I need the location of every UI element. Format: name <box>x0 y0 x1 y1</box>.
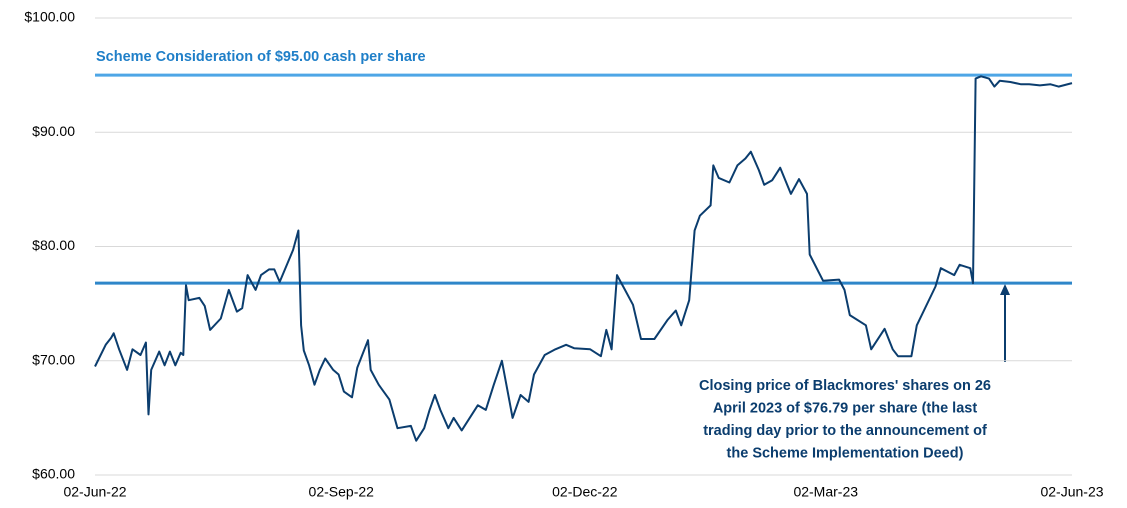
annotation-text: Closing price of Blackmores' shares on 2… <box>699 378 991 394</box>
reference-label: Scheme Consideration of $95.00 cash per … <box>96 49 426 65</box>
x-tick-label: 02-Dec-22 <box>552 484 618 500</box>
y-tick-label: $70.00 <box>32 351 75 367</box>
annotation-text: trading day prior to the announcement of <box>703 423 987 439</box>
x-tick-label: 02-Jun-22 <box>63 484 126 500</box>
annotation-text: the Scheme Implementation Deed) <box>727 445 964 461</box>
x-tick-label: 02-Mar-23 <box>793 484 858 500</box>
x-tick-label: 02-Sep-22 <box>309 484 375 500</box>
y-tick-label: $100.00 <box>24 9 75 25</box>
y-tick-label: $90.00 <box>32 123 75 139</box>
price-line <box>94 75 1073 442</box>
y-tick-label: $80.00 <box>32 237 75 253</box>
annotation-arrowhead <box>1000 284 1010 295</box>
y-tick-label: $60.00 <box>32 466 75 482</box>
x-tick-label: 02-Jun-23 <box>1040 484 1103 500</box>
annotation-text: April 2023 of $76.79 per share (the last <box>713 400 978 416</box>
